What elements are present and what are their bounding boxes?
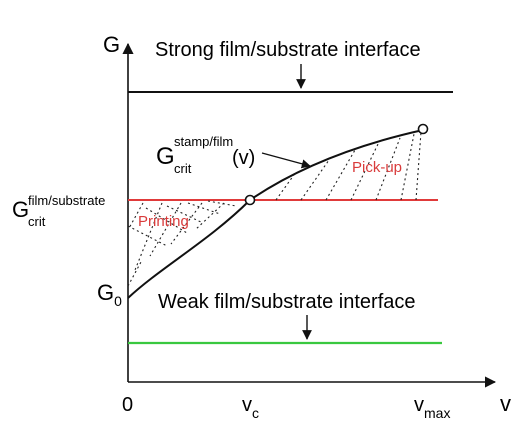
y-tick-gcrit-base: G bbox=[12, 197, 29, 222]
curve-label-arrow bbox=[261, 152, 311, 169]
vc-intersection-marker bbox=[244, 194, 256, 206]
weak-interface-label: Weak film/substrate interface bbox=[158, 291, 416, 313]
strong-interface-label: Strong film/substrate interface bbox=[155, 39, 421, 61]
pickup-label: Pick-up bbox=[352, 159, 402, 176]
curve-label-base: G bbox=[156, 143, 175, 170]
curve-label-arg: (v) bbox=[232, 147, 255, 169]
y-axis-label: G bbox=[103, 32, 120, 57]
curve-label-sub: crit bbox=[174, 161, 192, 176]
curve-label-sup: stamp/film bbox=[174, 134, 233, 149]
x-tick-vc: vc bbox=[242, 394, 259, 421]
printing-label: Printing bbox=[138, 213, 189, 230]
x-tick-origin: 0 bbox=[122, 394, 133, 416]
x-axis-label: v bbox=[500, 391, 511, 416]
y-tick-gcrit-sup: film/substrate bbox=[28, 193, 105, 208]
pickup-hatch bbox=[275, 131, 422, 201]
x-tick-vmax: vmax bbox=[414, 394, 450, 421]
y-tick-gcrit-sub: crit bbox=[28, 214, 46, 229]
printing-hatch bbox=[127, 200, 237, 287]
vmax-end-marker bbox=[417, 123, 429, 135]
y-tick-g0: G0 bbox=[97, 280, 122, 309]
